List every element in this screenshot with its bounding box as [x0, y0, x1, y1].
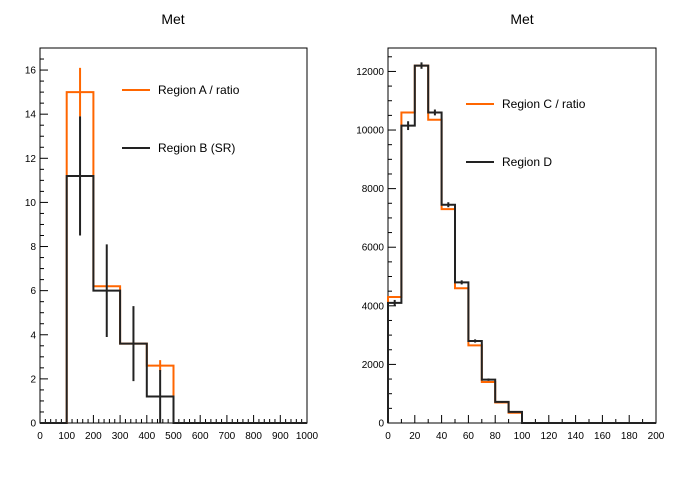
x-tick-label: 60: [463, 431, 475, 442]
y-tick-label: 6000: [362, 243, 385, 254]
x-tick-label: 500: [165, 431, 182, 442]
y-tick-label: 12: [25, 154, 37, 165]
chart-panel-1: Met 0 100 200 300 400 500 600 700 800 900 1000 0 2 4 6 8…: [25, 11, 319, 442]
series-1: [387, 64, 656, 424]
y-tick-label: 4: [30, 330, 36, 341]
y-tick-label: 8000: [362, 184, 385, 195]
legend-label: Region B (SR): [158, 141, 235, 155]
chart-title: Met: [510, 11, 533, 27]
histogram-line: [387, 64, 656, 424]
y-tick-label: 10: [25, 198, 37, 209]
x-tick-label: 700: [219, 431, 236, 442]
x-tick-label: 200: [648, 431, 665, 442]
x-tick-label: 400: [138, 431, 155, 442]
legend-label: Region A / ratio: [158, 83, 240, 97]
x-tick-label: 1000: [296, 431, 319, 442]
x-tick-label: 80: [490, 431, 502, 442]
legend-label: Region C / ratio: [502, 97, 586, 111]
x-tick-label: 180: [621, 431, 638, 442]
y-tick-label: 6: [30, 286, 36, 297]
x-tick-label: 200: [85, 431, 102, 442]
x-tick-label: 120: [540, 431, 557, 442]
x-tick-label: 300: [112, 431, 129, 442]
y-tick-label: 2: [30, 374, 36, 385]
chart-title: Met: [161, 11, 184, 27]
x-tick-label: 160: [594, 431, 611, 442]
y-tick-label: 0: [378, 419, 384, 430]
x-tick-label: 100: [58, 431, 75, 442]
x-tick-label: 900: [272, 431, 289, 442]
x-tick-label: 100: [514, 431, 531, 442]
y-tick-label: 4000: [362, 301, 385, 312]
x-tick-label: 20: [409, 431, 421, 442]
x-tick-label: 0: [385, 431, 391, 442]
x-tick-label: 0: [37, 431, 43, 442]
y-tick-label: 8: [30, 242, 36, 253]
x-tick-label: 600: [192, 431, 209, 442]
x-tick-label: 800: [245, 431, 262, 442]
y-tick-label: 14: [25, 110, 37, 121]
x-tick-label: 140: [567, 431, 584, 442]
series-2: [387, 62, 656, 424]
y-tick-label: 2000: [362, 360, 385, 371]
y-tick-label: 12000: [356, 67, 384, 78]
x-tick-label: 40: [436, 431, 448, 442]
y-tick-label: 10000: [356, 126, 384, 137]
legend-label: Region D: [502, 155, 552, 169]
series-2: [40, 116, 307, 424]
y-tick-label: 16: [25, 66, 37, 77]
y-tick-label: 0: [30, 419, 36, 430]
